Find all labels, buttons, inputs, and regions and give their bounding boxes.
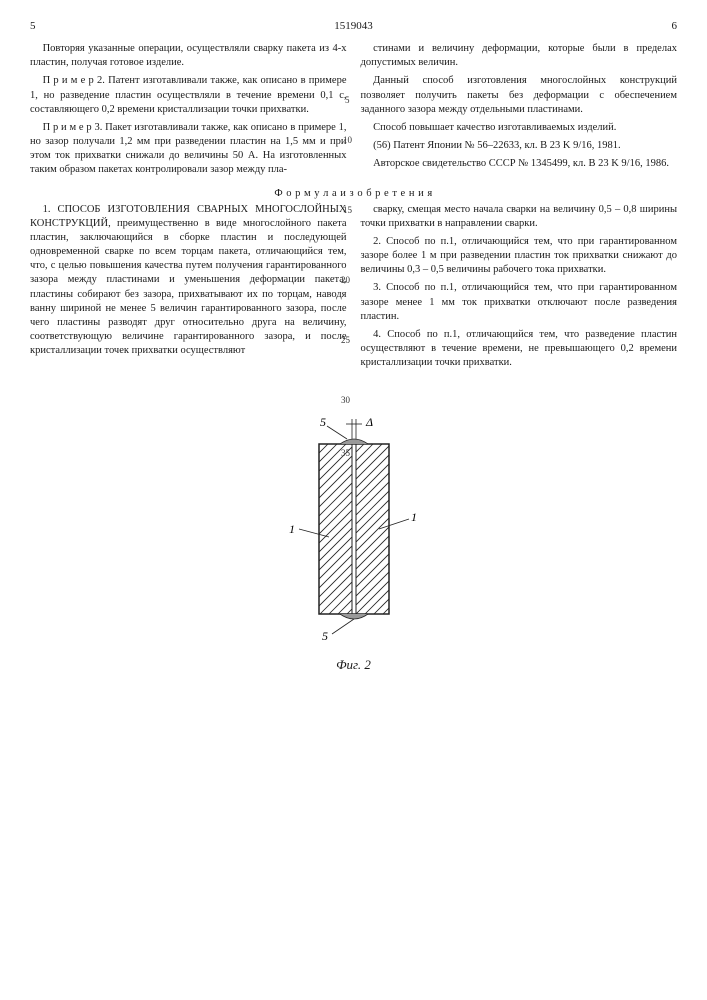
- svg-text:1: 1: [411, 510, 417, 524]
- body-text: П р и м е р 2. Патент изготавливали такж…: [30, 74, 347, 117]
- claim-text: сварку, смещая место начала сварки на ве…: [361, 203, 678, 231]
- left-column: Повторяя указанные операции, осуществлял…: [30, 42, 347, 182]
- patent-number: 1519043: [36, 20, 672, 32]
- svg-text:5: 5: [320, 415, 326, 429]
- line-number: 20: [341, 275, 350, 285]
- body-text: П р и м е р 3. Пакет изготавливали также…: [30, 121, 347, 178]
- body-text: Повторяя указанные операции, осуществлял…: [30, 42, 347, 70]
- body-text: Данный способ изготовления многослойных …: [361, 74, 678, 117]
- claims-left-column: 1. СПОСОБ ИЗГОТОВЛЕНИЯ СВАРНЫХ МНОГОСЛОЙ…: [30, 203, 347, 375]
- right-column: стинами и величину деформации, которые б…: [361, 42, 678, 182]
- claim-text: 4. Способ по п.1, отличающийся тем, что …: [361, 328, 678, 371]
- claim-text: 3. Способ по п.1, отличающийся тем, что …: [361, 281, 678, 324]
- body-text: Способ повышает качество изготавливаемых…: [361, 121, 678, 135]
- figure-2: 5 Δ 1 1 5 Фиг. 2: [30, 414, 677, 673]
- page-header: 5 1519043 6: [30, 20, 677, 32]
- line-number: 25: [341, 335, 350, 345]
- claims-block: 1. СПОСОБ ИЗГОТОВЛЕНИЯ СВАРНЫХ МНОГОСЛОЙ…: [30, 203, 677, 375]
- line-number: 10: [343, 135, 352, 145]
- line-number: 35: [341, 448, 350, 458]
- upper-text-block: Повторяя указанные операции, осуществлял…: [30, 42, 677, 182]
- line-number: 5: [345, 95, 350, 105]
- line-number: 15: [343, 205, 352, 215]
- formula-heading: Ф о р м у л а и з о б р е т е н и я: [30, 188, 677, 199]
- figure-caption: Фиг. 2: [30, 657, 677, 673]
- svg-text:1: 1: [289, 522, 295, 536]
- svg-text:Δ: Δ: [365, 415, 373, 429]
- reference-text: (56) Патент Японии № 56–22633, кл. B 23 …: [361, 139, 678, 153]
- claim-text: 1. СПОСОБ ИЗГОТОВЛЕНИЯ СВАРНЫХ МНОГОСЛОЙ…: [30, 203, 347, 359]
- line-number: 30: [341, 395, 350, 405]
- claim-text: 2. Способ по п.1, отличающийся тем, что …: [361, 235, 678, 278]
- claims-right-column: сварку, смещая место начала сварки на ве…: [361, 203, 678, 375]
- body-text: стинами и величину деформации, которые б…: [361, 42, 678, 70]
- reference-text: Авторское свидетельство СССР № 1345499, …: [361, 157, 678, 171]
- figure-diagram: 5 Δ 1 1 5: [269, 414, 439, 644]
- svg-text:5: 5: [322, 629, 328, 643]
- page-right-num: 6: [672, 20, 678, 32]
